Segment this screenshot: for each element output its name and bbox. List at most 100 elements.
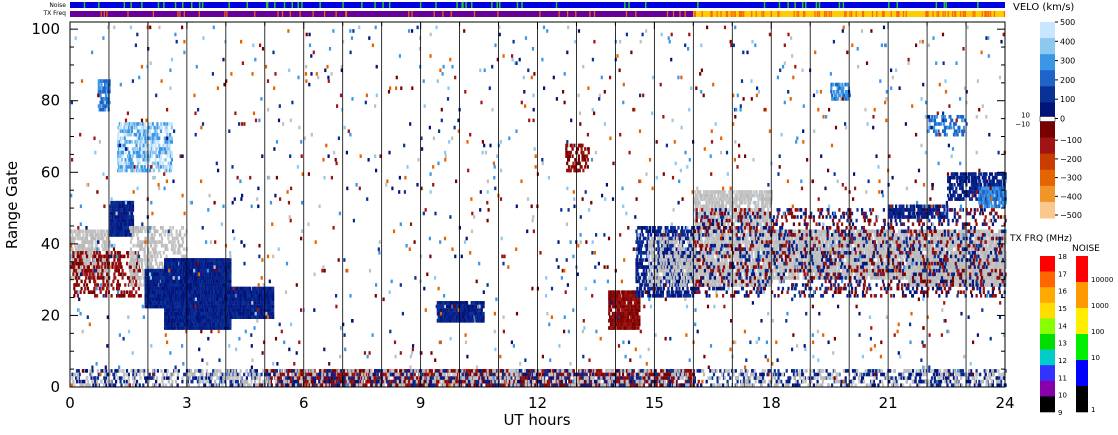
data-cell [117, 268, 120, 273]
txfreq-strip-cell [818, 11, 820, 17]
data-cell [258, 311, 261, 316]
data-cell [116, 279, 120, 284]
data-cell [140, 261, 143, 266]
data-cell [201, 272, 204, 277]
data-cell [141, 140, 144, 144]
data-cell [633, 297, 636, 302]
data-cell [115, 268, 118, 273]
data-cell [272, 297, 275, 302]
data-cell [173, 251, 176, 255]
data-cell [104, 93, 108, 98]
data-cell [93, 265, 96, 269]
data-cell [618, 297, 621, 302]
data-cell [98, 254, 101, 259]
data-cell [272, 315, 275, 319]
data-cell [631, 311, 634, 316]
data-cell [119, 125, 123, 130]
data-cell [121, 294, 124, 298]
data-cell [652, 283, 655, 287]
data-cell [639, 240, 642, 244]
data-cell [130, 279, 133, 284]
txfreq-strip [693, 11, 1005, 17]
data-cell [140, 258, 143, 262]
data-cell [128, 283, 132, 287]
data-cell [167, 150, 170, 155]
data-cell [80, 279, 83, 284]
data-cell [125, 165, 128, 169]
txfreq-strip-cell [152, 11, 154, 17]
data-cell [116, 251, 120, 255]
data-cell [120, 158, 123, 162]
data-cell [455, 301, 459, 305]
txfreq-strip-cell [944, 11, 946, 17]
data-cell [215, 258, 218, 262]
noise-strip-cell [361, 2, 363, 8]
data-cell [82, 229, 85, 234]
data-cell [638, 279, 641, 284]
data-cell [655, 247, 658, 251]
txfreq-strip-cell [739, 11, 741, 17]
data-cell [154, 247, 157, 251]
data-cell [636, 236, 639, 241]
data-cell [229, 272, 232, 277]
data-cell [73, 229, 76, 234]
data-cell [142, 132, 145, 137]
data-cell [160, 236, 164, 241]
data-cell [661, 294, 664, 298]
data-cell [130, 236, 133, 241]
data-cell [85, 247, 89, 251]
noise-strip-cell [123, 2, 126, 8]
txfreq-strip-cell [666, 11, 669, 17]
data-cell [123, 290, 126, 294]
data-cell [129, 125, 132, 130]
txfreq-strip-cell [732, 11, 734, 17]
data-cell [472, 304, 475, 309]
data-cell [103, 268, 106, 273]
data-cell [122, 165, 125, 169]
data-cell [93, 286, 96, 291]
data-cell [127, 276, 130, 280]
noise-strip-cell [935, 2, 938, 8]
data-cell [72, 236, 75, 241]
data-cell [229, 261, 232, 266]
txfreq-strip-cell [905, 11, 907, 17]
data-cell [121, 268, 124, 273]
data-cell [152, 240, 155, 244]
data-cell [182, 247, 185, 251]
data-cell [637, 243, 640, 248]
data-cell [472, 319, 475, 323]
data-cell [136, 272, 139, 277]
txfreq-strip-cell [803, 11, 805, 17]
txfreq-strip-cell [927, 11, 929, 17]
data-cell [161, 276, 164, 280]
data-cell [657, 290, 660, 294]
noise-strip-cell [201, 2, 204, 8]
data-cell [645, 279, 648, 284]
noise-strip-cell [471, 2, 473, 8]
data-cell [216, 319, 219, 323]
data-cell [657, 233, 660, 237]
data-cell [225, 283, 228, 287]
data-cell [80, 286, 83, 291]
data-cell [137, 236, 140, 241]
data-cell [75, 247, 79, 251]
data-cell [645, 283, 648, 287]
data-cell [129, 251, 132, 255]
data-cell [108, 243, 111, 248]
data-cell [151, 301, 154, 305]
data-cell [144, 125, 147, 130]
data-cell [144, 158, 147, 162]
data-cell [127, 294, 130, 298]
data-cell [638, 301, 641, 305]
txfreq-strip-cell [925, 11, 927, 17]
data-cell [139, 276, 143, 280]
data-cell [164, 158, 167, 162]
data-cell [146, 240, 149, 244]
data-cell [71, 233, 74, 237]
data-cell [156, 283, 159, 287]
data-cell [644, 276, 647, 280]
txfreq-strip-cell [902, 11, 905, 17]
data-cell [636, 268, 639, 273]
data-cell [108, 268, 111, 273]
data-cell [145, 304, 148, 309]
